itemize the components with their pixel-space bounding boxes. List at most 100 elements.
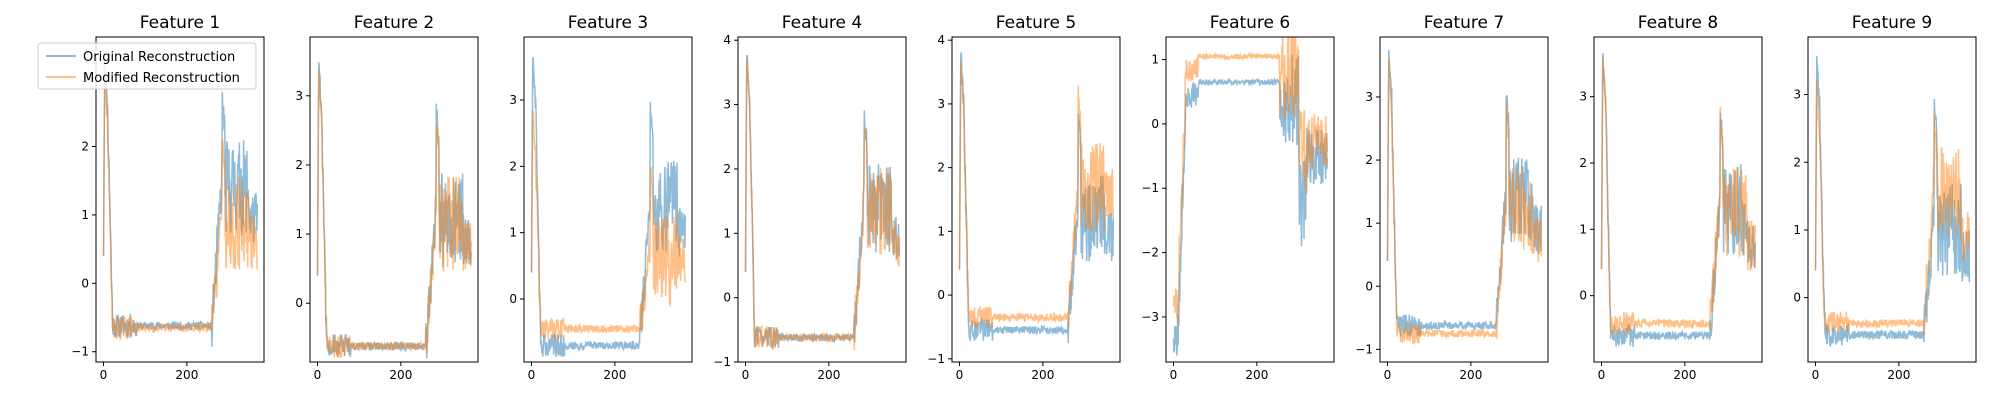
x-tick-label: 200 (1459, 368, 1482, 382)
x-tick-label: 200 (1245, 368, 1268, 382)
x-tick-label: 0 (100, 368, 108, 382)
series-line-modified (1814, 79, 1971, 336)
axes-frame (737, 36, 907, 363)
series-line-original (530, 57, 687, 358)
y-tick-label: 0 (509, 292, 517, 306)
y-tick-label: 0 (295, 296, 303, 310)
y-tick-label: −3 (1141, 310, 1159, 324)
axes-frame (95, 36, 265, 363)
series-line-modified (958, 61, 1115, 330)
x-tick-label: 200 (1031, 368, 1054, 382)
x-tick-label: 0 (314, 368, 322, 382)
y-tick-label: −1 (1355, 342, 1373, 356)
legend: Original Reconstruction Modified Reconst… (37, 42, 257, 90)
x-tick-label: 0 (528, 368, 536, 382)
y-tick-label: −1 (71, 345, 89, 359)
panel-5: Feature 5 −1 0 1 2 3 4 0 200 (927, 13, 1121, 382)
x-tick-label: 200 (1673, 368, 1696, 382)
y-tick-label: 1 (723, 226, 731, 240)
legend-box (37, 42, 257, 90)
series-line-modified (744, 58, 901, 352)
x-tick-label: 200 (1887, 368, 1910, 382)
y-tick-label: 2 (81, 139, 89, 153)
y-tick-label: 4 (937, 33, 945, 47)
x-tick-label: 0 (1170, 368, 1178, 382)
series-line-original (1814, 56, 1971, 347)
legend-label-original: Original Reconstruction (83, 50, 235, 65)
x-tick-label: 200 (175, 368, 198, 382)
y-tick-label: 2 (1365, 153, 1373, 167)
y-tick-label: −1 (713, 355, 731, 369)
panel-4: Feature 4 −1 0 1 2 3 4 0 200 (713, 13, 907, 382)
panel-9: Feature 9 0 1 2 3 0 200 (1793, 13, 1977, 382)
y-tick-label: 0 (1365, 279, 1373, 293)
panel-8: Feature 8 0 1 2 3 0 200 (1579, 13, 1763, 382)
y-tick-label: 1 (81, 208, 89, 222)
axes-frame (1379, 36, 1549, 363)
panel-title: Feature 9 (1852, 13, 1932, 33)
series-line-modified (102, 70, 259, 342)
y-tick-label: 3 (509, 93, 517, 107)
y-tick-label: 2 (937, 161, 945, 175)
y-tick-label: 1 (1365, 216, 1373, 230)
y-tick-label: 0 (1579, 289, 1587, 303)
y-tick-label: 2 (295, 158, 303, 172)
series-line-modified (316, 69, 473, 360)
y-tick-label: 1 (509, 226, 517, 240)
y-tick-label: 1 (295, 227, 303, 241)
y-tick-label: 3 (1793, 88, 1801, 102)
series-line-modified (530, 110, 686, 341)
panel-title: Feature 5 (996, 13, 1076, 33)
series-line-modified (1172, 37, 1329, 326)
y-tick-label: 0 (937, 288, 945, 302)
y-tick-label: 3 (1365, 90, 1373, 104)
x-tick-label: 0 (1598, 368, 1606, 382)
y-tick-label: 0 (1151, 117, 1159, 131)
x-tick-label: 0 (1812, 368, 1820, 382)
panel-title: Feature 1 (140, 13, 220, 33)
axes-frame (1593, 36, 1763, 363)
x-tick-label: 200 (389, 368, 412, 382)
series-line-modified (1600, 56, 1757, 335)
panel-title: Feature 7 (1424, 13, 1504, 33)
y-tick-label: 0 (81, 276, 89, 290)
y-tick-label: 1 (1793, 223, 1801, 237)
y-tick-label: 3 (937, 97, 945, 111)
x-tick-label: 200 (603, 368, 626, 382)
panel-title: Feature 2 (354, 13, 434, 33)
panel-2: Feature 2 0 1 2 3 0 200 (295, 13, 479, 382)
panel-title: Feature 4 (782, 13, 862, 33)
x-tick-label: 0 (956, 368, 964, 382)
series-line-original (1172, 54, 1329, 356)
y-tick-label: 2 (1793, 155, 1801, 169)
y-tick-label: 2 (509, 159, 517, 173)
axes-frame (951, 36, 1121, 363)
y-tick-label: 0 (1793, 291, 1801, 305)
panel-6: Feature 6 −3 −2 −1 0 1 0 200 (1141, 13, 1335, 382)
axes-frame (309, 36, 479, 363)
series-line-original (958, 52, 1115, 344)
y-tick-label: −2 (1141, 246, 1159, 260)
panel-3: Feature 3 0 1 2 3 0 200 (509, 13, 693, 382)
axes-frame (1807, 36, 1977, 363)
series-line-original (102, 62, 259, 347)
legend-label-modified: Modified Reconstruction (83, 71, 240, 86)
y-tick-label: 1 (1579, 222, 1587, 236)
y-tick-label: 4 (723, 33, 731, 47)
axes-frame (523, 36, 693, 363)
y-tick-label: −1 (927, 352, 945, 366)
y-tick-label: 2 (723, 162, 731, 176)
y-tick-label: 0 (723, 291, 731, 305)
y-tick-label: 3 (723, 98, 731, 112)
panel-title: Feature 3 (568, 13, 648, 33)
y-tick-label: 1 (1151, 53, 1159, 67)
y-tick-label: 2 (1579, 156, 1587, 170)
series-line-original (1600, 53, 1757, 348)
panel-title: Feature 6 (1210, 13, 1290, 33)
x-tick-label: 200 (817, 368, 840, 382)
axes-frame (1165, 36, 1335, 363)
y-tick-label: 3 (1579, 90, 1587, 104)
y-tick-label: 3 (295, 89, 303, 103)
